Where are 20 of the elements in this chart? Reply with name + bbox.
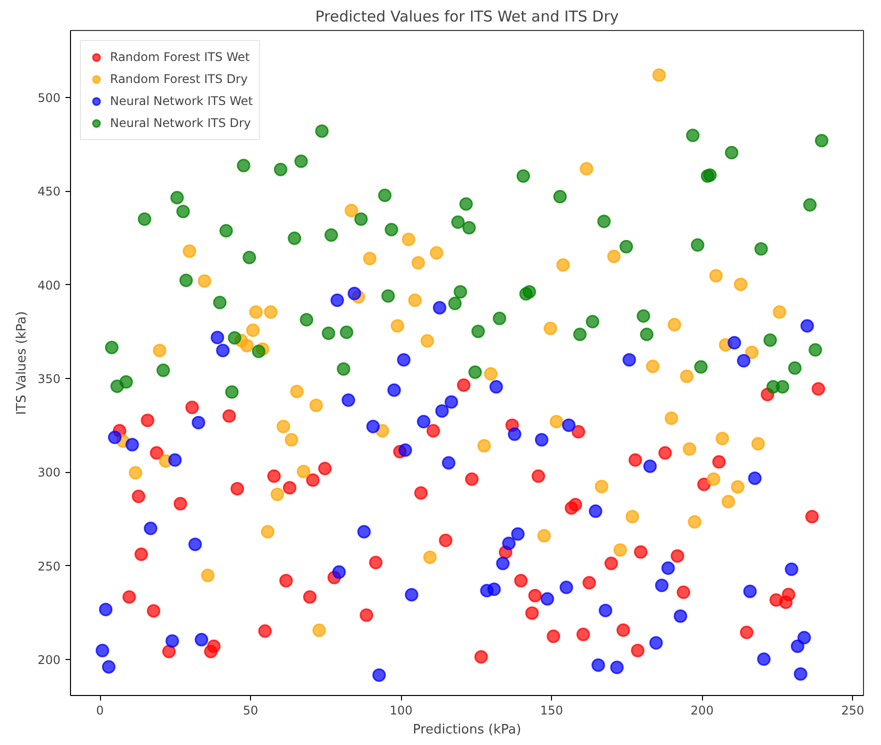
y-tick-label: 400	[38, 278, 60, 292]
y-tick-label: 450	[38, 184, 60, 199]
x-tick-label: 250	[841, 704, 864, 718]
legend-label: Random Forest ITS Wet	[110, 50, 250, 64]
y-tick-label: 500	[38, 91, 60, 106]
x-tick-label: 0	[96, 704, 104, 718]
x-tick-label: 50	[242, 704, 258, 718]
x-tick-label: 200	[690, 704, 714, 718]
legend-label: Neural Network ITS Wet	[110, 94, 253, 108]
y-tick-label: 200	[38, 653, 60, 668]
y-tick-label: 300	[38, 466, 60, 480]
x-tick-label: 150	[540, 704, 564, 718]
x-tick-label: 100	[390, 704, 413, 718]
y-tick-label: 350	[38, 372, 60, 386]
chart-title: Predicted Values for ITS Wet and ITS Dry	[315, 8, 619, 26]
y-axis-title: ITS Values (kPa)	[14, 311, 30, 415]
y-tick-label: 250	[38, 559, 60, 574]
legend-label: Random Forest ITS Dry	[110, 72, 248, 86]
x-axis-title: Predictions (kPa)	[412, 722, 522, 738]
legend-label: Neural Network ITS Dry	[110, 116, 251, 130]
